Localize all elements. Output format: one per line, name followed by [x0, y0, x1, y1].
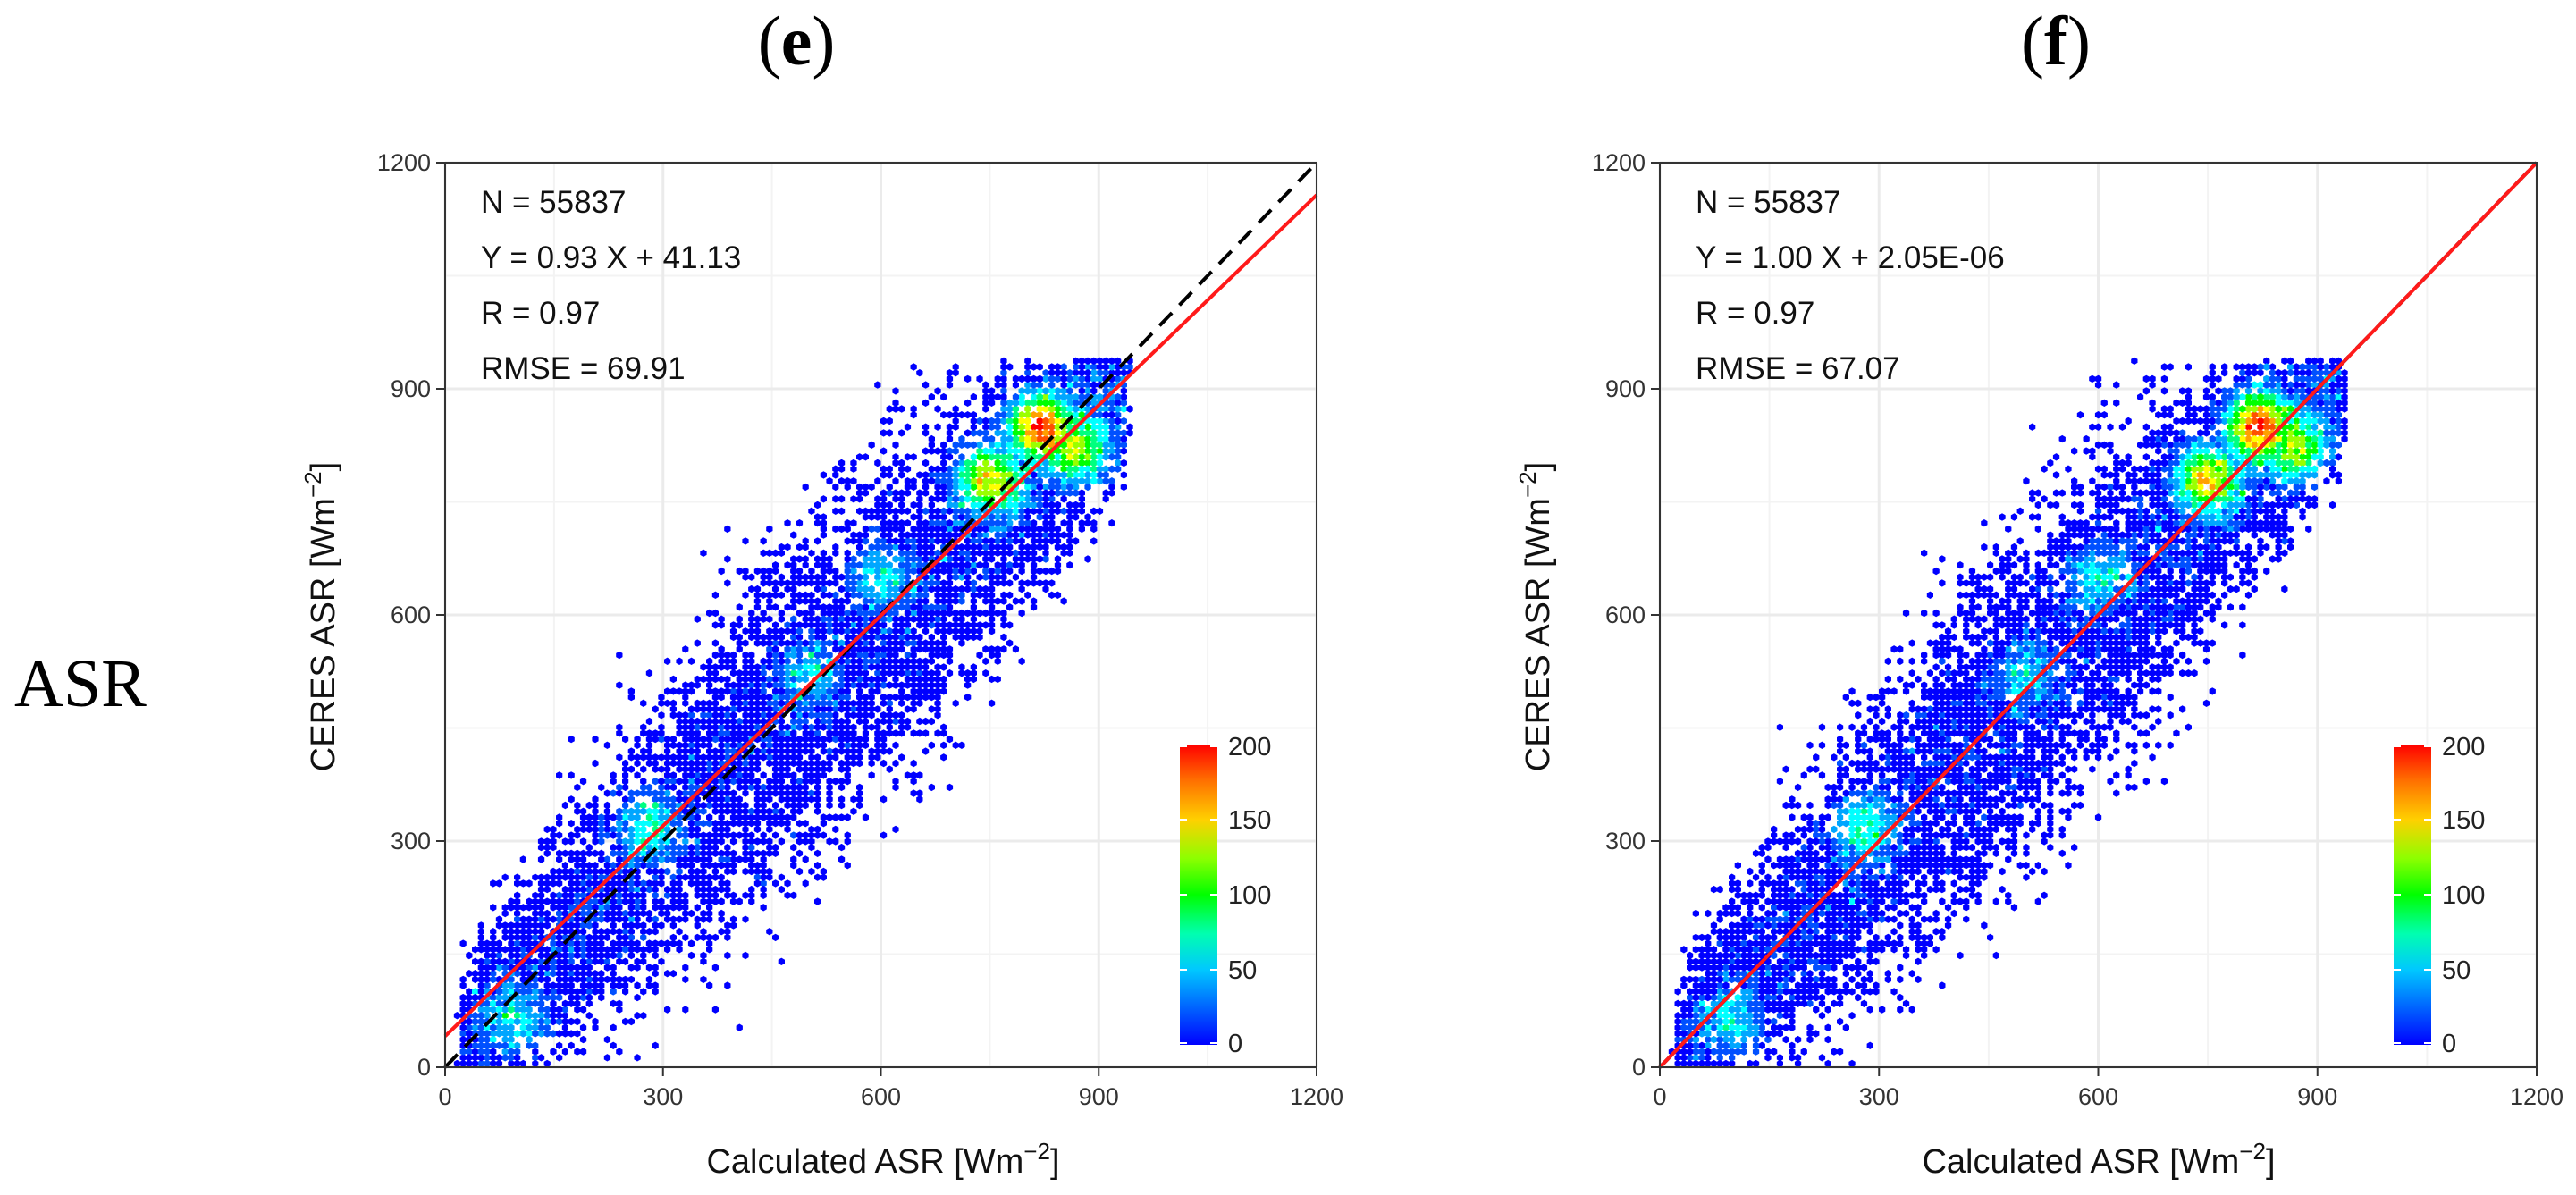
panel-letter-f: f	[2044, 2, 2068, 80]
y-tick-label: 300	[391, 828, 431, 854]
stat-eq-e: Y = 0.93 X + 41.13	[481, 240, 741, 275]
x-tick-label: 1200	[1290, 1083, 1343, 1110]
x-tick-label: 600	[861, 1083, 901, 1110]
panel-f: (f) N = 55837 Y = 1.00 X + 2.05E-06 R = …	[1514, 2, 2563, 1181]
stat-rmse-e: RMSE = 69.91	[481, 351, 686, 386]
stat-r-e: R = 0.97	[481, 296, 600, 331]
colorbar-tick-label: 0	[1228, 1030, 1242, 1058]
colorbar-tick-label: 200	[1228, 733, 1271, 762]
x-tick-label: 900	[1079, 1083, 1119, 1110]
panel-title-f: (f)	[2021, 2, 2091, 80]
x-tick-label: 300	[643, 1083, 683, 1110]
stat-n-e: N = 55837	[481, 185, 627, 220]
row-label: ASR	[14, 646, 147, 721]
x-axis-title-e: Calculated ASR [Wm−2]	[706, 1138, 1059, 1181]
y-tick-label: 900	[391, 375, 431, 402]
colorbar-tick-label: 50	[1228, 956, 1257, 985]
colorbar-tick-label: 150	[1228, 806, 1271, 835]
panel-e: (e) N = 55837 Y = 0.93 X + 41.13 R = 0.9…	[299, 2, 1343, 1181]
colorbar-tick-label: 100	[1228, 881, 1271, 910]
y-tick-label: 0	[417, 1054, 431, 1081]
panel-letter-e: e	[781, 2, 812, 80]
x-tick-label: 0	[438, 1083, 451, 1110]
y-tick-label: 1200	[377, 149, 431, 176]
y-axis-title-e: CERES ASR [Wm−2]	[299, 462, 342, 771]
panel-title-e: (e)	[758, 2, 836, 80]
y-tick-label: 600	[391, 602, 431, 628]
